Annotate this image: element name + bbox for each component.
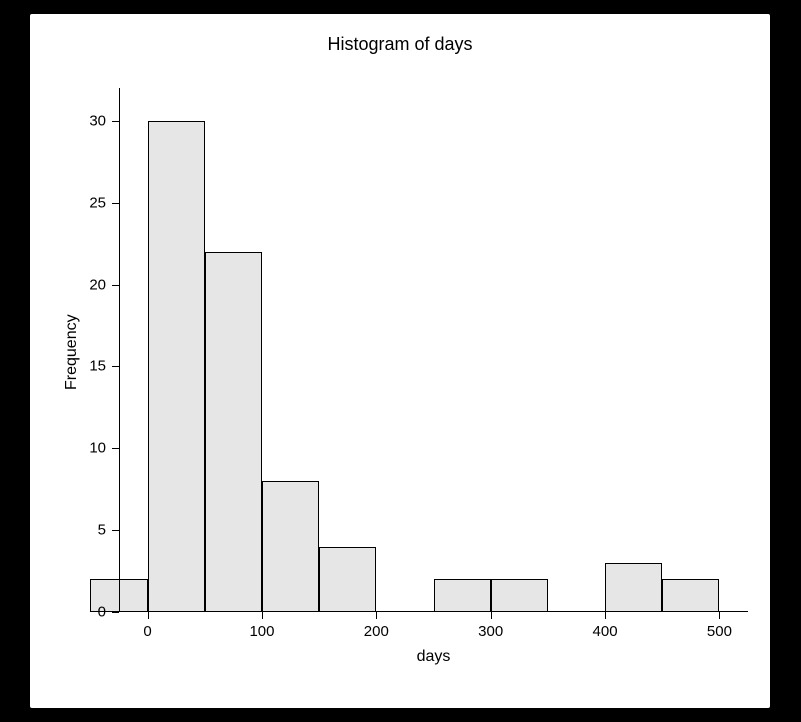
histogram-bar — [491, 579, 548, 612]
y-tick-label: 10 — [76, 440, 106, 457]
y-tick-label: 30 — [76, 112, 106, 129]
y-axis-label: Frequency — [63, 314, 81, 390]
x-tick-label: 300 — [478, 623, 503, 640]
x-tick-label: 400 — [593, 623, 618, 640]
x-tick-label: 500 — [707, 623, 732, 640]
histogram-bar — [434, 579, 491, 612]
y-tick-label: 0 — [76, 604, 106, 621]
histogram-bar — [148, 121, 205, 612]
x-tick — [491, 612, 492, 619]
y-tick-label: 25 — [76, 194, 106, 211]
x-axis-label: days — [119, 648, 748, 666]
histogram-bar — [205, 252, 262, 612]
x-tick-label: 100 — [249, 623, 274, 640]
y-tick — [112, 448, 119, 449]
y-axis — [119, 88, 120, 612]
y-tick-label: 5 — [76, 522, 106, 539]
x-tick-label: 0 — [143, 623, 151, 640]
x-tick — [605, 612, 606, 619]
x-axis — [119, 611, 748, 612]
x-tick-label: 200 — [364, 623, 389, 640]
x-tick — [262, 612, 263, 619]
y-tick — [112, 121, 119, 122]
histogram-bar — [262, 481, 319, 612]
y-tick-label: 20 — [76, 276, 106, 293]
x-tick — [376, 612, 377, 619]
chart-title: Histogram of days — [30, 34, 770, 55]
y-tick — [112, 285, 119, 286]
x-tick — [719, 612, 720, 619]
x-tick — [148, 612, 149, 619]
y-tick — [112, 530, 119, 531]
plot-area — [119, 88, 748, 612]
histogram-bar — [662, 579, 719, 612]
y-tick — [112, 366, 119, 367]
histogram-bar — [319, 547, 376, 613]
y-tick — [112, 612, 119, 613]
y-tick — [112, 203, 119, 204]
histogram-bar — [605, 563, 662, 612]
